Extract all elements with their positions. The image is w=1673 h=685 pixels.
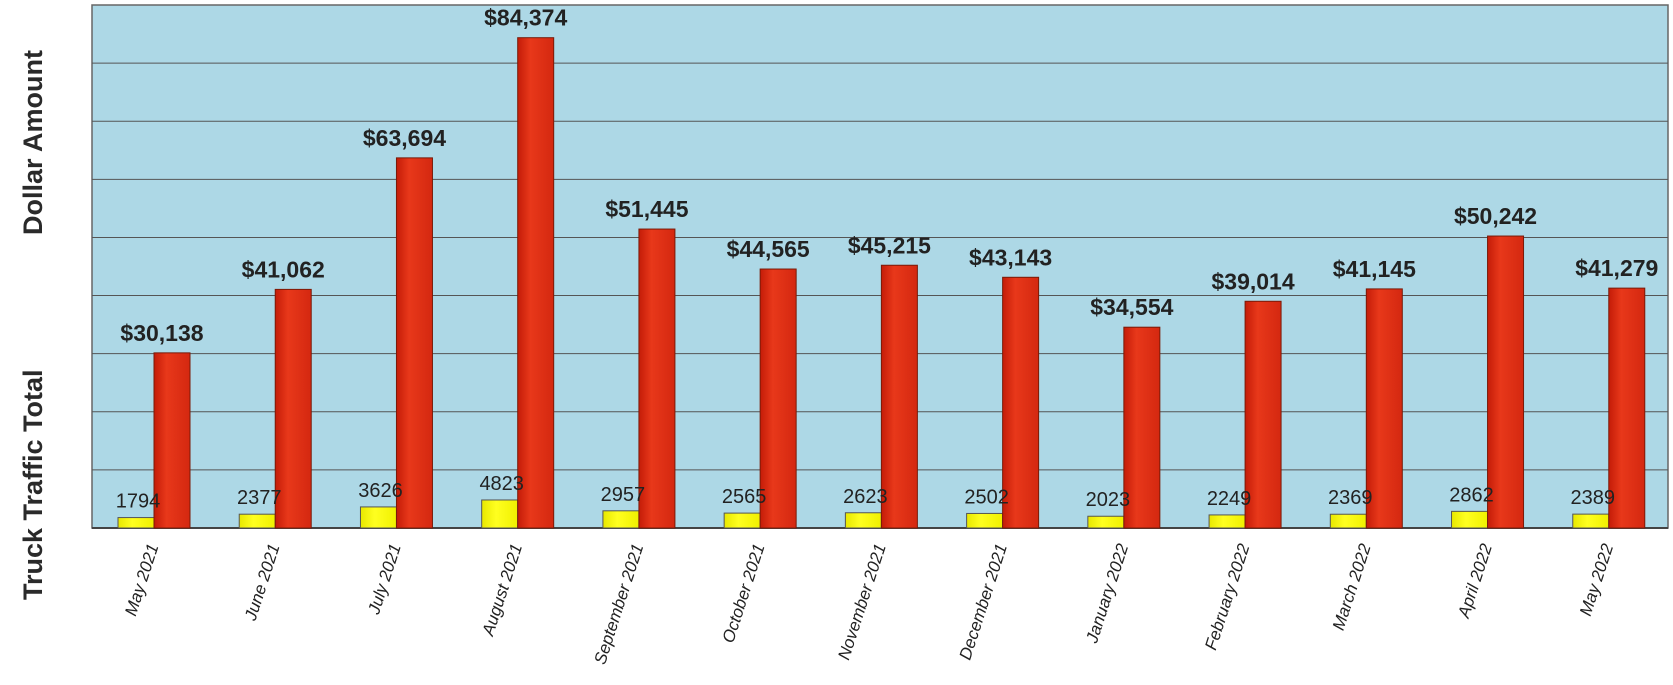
dollar-bar — [1487, 235, 1525, 529]
dollar-value-label: $41,279 — [1575, 255, 1658, 281]
x-tick-label: July 2021 — [364, 541, 405, 617]
truck-bar — [723, 512, 761, 529]
truck-value-label: 2957 — [601, 484, 646, 506]
dollar-value-label: $39,014 — [1212, 268, 1295, 294]
x-tick-label: February 2022 — [1201, 541, 1253, 653]
dollar-value-label: $84,374 — [484, 5, 567, 31]
x-tick-label: May 2022 — [1576, 541, 1617, 618]
truck-bar — [359, 506, 397, 529]
dollar-bar — [517, 37, 555, 529]
x-tick-label: May 2021 — [121, 541, 162, 618]
dollar-value-label: $34,554 — [1090, 294, 1173, 320]
x-tick-label: August 2021 — [478, 541, 526, 639]
dollar-bar — [274, 288, 312, 529]
dollar-bar — [638, 228, 676, 529]
truck-value-label: 2862 — [1449, 484, 1494, 506]
dollar-bar — [759, 268, 797, 529]
truck-bar — [1087, 515, 1125, 529]
dollar-value-label: $43,143 — [969, 244, 1052, 270]
truck-value-label: 2389 — [1571, 487, 1616, 509]
x-tick-labels: May 2021 June 2021 July 2021 August 2021 Sep… — [121, 541, 1617, 667]
truck-value-label: 4823 — [479, 473, 524, 495]
dollar-value-label: $41,062 — [242, 256, 325, 282]
x-tick-label: December 2021 — [956, 541, 1011, 662]
x-tick-label: April 2022 — [1454, 541, 1496, 621]
truck-bar — [117, 517, 155, 529]
value-labels: 1794 $30,138 2377 $41,062 3626 $63,694 4823 $84… — [116, 5, 1659, 513]
dollar-bar — [1002, 276, 1040, 529]
dollar-value-label: $51,445 — [605, 196, 688, 222]
dollar-bar — [153, 352, 191, 529]
plot-area — [91, 4, 1669, 529]
dollar-bar — [880, 264, 918, 529]
plot-background — [91, 4, 1669, 529]
truck-value-label: 2565 — [722, 486, 767, 508]
truck-value-label: 2249 — [1207, 488, 1252, 510]
dollar-bar — [1123, 326, 1161, 529]
y-axis-label-truck: Truck Traffic Total — [18, 369, 48, 600]
truck-bar — [238, 513, 276, 529]
dollar-bar — [1608, 287, 1646, 529]
truck-bar — [1208, 514, 1246, 529]
x-tick-label: January 2022 — [1082, 541, 1132, 646]
dollar-value-label: $30,138 — [120, 320, 203, 346]
truck-value-label: 2023 — [1086, 489, 1131, 511]
truck-bar — [844, 512, 882, 529]
truck-bar — [1572, 513, 1610, 529]
truck-bar — [1329, 513, 1367, 529]
truck-bar — [602, 510, 640, 529]
truck-bar — [966, 512, 1004, 529]
dollar-value-label: $45,215 — [848, 232, 931, 258]
truck-value-label: 2502 — [964, 486, 1009, 508]
bars — [117, 37, 1646, 529]
truck-value-label: 2369 — [1328, 487, 1373, 509]
truck-bar — [481, 499, 519, 529]
dollar-value-label: $41,145 — [1333, 256, 1416, 282]
y-axis-label-dollar: Dollar Amount — [18, 50, 48, 235]
x-tick-label: September 2021 — [590, 541, 647, 666]
x-tick-label: October 2021 — [719, 541, 769, 645]
dollar-bar — [1244, 300, 1282, 529]
truck-value-label: 2377 — [237, 487, 282, 509]
x-tick-label: June 2021 — [241, 541, 284, 623]
dollar-value-label: $63,694 — [363, 125, 446, 151]
truck-bar — [1451, 510, 1489, 529]
truck-value-label: 1794 — [116, 491, 161, 513]
truck-value-label: 3626 — [358, 480, 403, 502]
dollar-bar — [395, 157, 433, 529]
x-tick-label: March 2022 — [1329, 541, 1375, 633]
truck-value-label: 2623 — [843, 486, 888, 508]
dollar-bar — [1365, 288, 1403, 529]
x-tick-label: November 2021 — [834, 541, 889, 662]
dollar-value-label: $50,242 — [1454, 203, 1537, 229]
dollar-value-label: $44,565 — [727, 236, 810, 262]
